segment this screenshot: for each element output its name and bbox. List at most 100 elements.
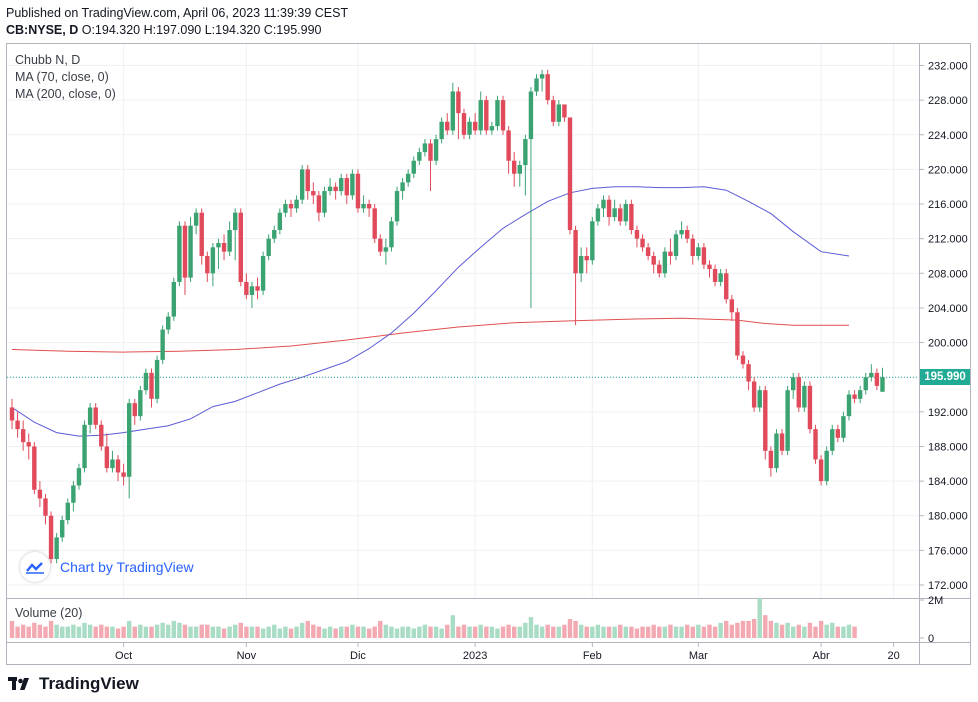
candle-body	[534, 78, 539, 92]
candle-body	[472, 121, 478, 131]
candle-body	[841, 416, 846, 438]
volume-bar	[422, 624, 428, 638]
candle-body	[813, 429, 818, 460]
candle-body	[43, 498, 48, 516]
volume-bar	[277, 628, 283, 638]
candle-body	[718, 273, 723, 282]
candle-body	[595, 208, 601, 222]
candle-body	[551, 100, 556, 122]
ma200-legend: MA (200, close, 0)	[15, 87, 116, 101]
volume-bar	[71, 624, 76, 638]
candle-body	[500, 100, 506, 131]
candle-body	[87, 407, 93, 425]
volume-bar	[378, 620, 383, 638]
volume-bar	[238, 622, 243, 638]
candle-body	[751, 381, 757, 408]
volume-bar	[623, 626, 628, 638]
price-tick-label: 220.000	[928, 164, 968, 176]
candle-body	[193, 212, 199, 226]
candle-body	[99, 424, 104, 447]
volume-bar	[154, 624, 160, 638]
volume-bar	[668, 624, 673, 638]
candle-body	[724, 273, 729, 300]
candle-body	[227, 230, 232, 252]
candle-body	[210, 247, 216, 274]
candle-body	[299, 169, 305, 200]
volume-bar	[143, 626, 149, 638]
volume-bar	[651, 624, 656, 638]
volume-bar	[32, 622, 37, 638]
candle-body	[830, 429, 835, 451]
volume-bar	[272, 624, 277, 638]
candle-body	[383, 247, 389, 252]
candle-body	[154, 359, 160, 399]
volume-bar	[539, 626, 545, 638]
volume-bar	[629, 626, 634, 638]
volume-bar	[528, 617, 534, 638]
volume-bar	[818, 620, 824, 638]
candle-body	[126, 403, 132, 477]
candle-body	[333, 186, 338, 192]
candle-body	[567, 117, 573, 231]
candles	[9, 69, 885, 564]
volume-bar	[160, 622, 165, 638]
ohlc-values: O:194.320 H:197.090 L:194.320 C:195.990	[81, 23, 322, 37]
candle-body	[662, 251, 668, 274]
tradingview-logo[interactable]: TradingView	[8, 674, 139, 694]
candle-body	[601, 199, 606, 209]
candle-body	[774, 433, 779, 469]
candle-body	[216, 242, 221, 248]
candle-body	[199, 212, 204, 256]
candle-body	[735, 312, 740, 356]
grid	[7, 44, 919, 598]
volume-bar	[20, 624, 26, 638]
volume-bar	[746, 620, 751, 638]
volume-bar	[584, 626, 589, 638]
candle-body	[640, 238, 645, 248]
candle-body	[590, 221, 595, 261]
volume-bar	[551, 626, 556, 638]
volume-bar	[428, 626, 433, 638]
volume-bar	[835, 626, 841, 638]
price-tick-label: 184.000	[928, 476, 968, 488]
candle-body	[506, 130, 511, 161]
volume-bar	[227, 626, 232, 638]
volume-bar	[316, 626, 322, 638]
volume-bar	[372, 626, 377, 638]
candle-body	[344, 178, 349, 196]
volume-bar	[411, 628, 416, 638]
volume-bar	[807, 622, 813, 638]
volume-bar	[852, 626, 857, 638]
candle-body	[327, 186, 333, 192]
time-tick-label: Nov	[237, 650, 257, 662]
candle-body	[857, 390, 863, 399]
volume-bar	[500, 626, 506, 638]
candle-body	[779, 433, 785, 451]
volume-bar	[545, 624, 550, 638]
candle-body	[657, 264, 662, 274]
candle-body	[869, 372, 874, 378]
candle-body	[277, 212, 283, 231]
volume-bar	[255, 626, 260, 638]
volume-axis: 2M 0	[919, 595, 943, 645]
candle-body	[205, 255, 210, 274]
volume-bar	[774, 622, 779, 638]
candle-body	[461, 113, 467, 135]
volume-bar	[182, 624, 188, 638]
tradingview-watermark[interactable]: Chart by TradingView	[20, 552, 194, 582]
chart-header: Published on TradingView.com, April 06, …	[6, 5, 348, 39]
volume-bar	[288, 628, 294, 638]
candle-body	[394, 191, 400, 222]
volume-bar	[846, 624, 852, 638]
candle-body	[266, 238, 271, 256]
volume-bar	[350, 624, 355, 638]
candle-body	[339, 178, 344, 192]
candle-body	[26, 442, 31, 447]
ma70-line	[11, 186, 850, 437]
candle-body	[863, 377, 868, 391]
price-tick-label: 232.000	[928, 61, 968, 73]
candle-body	[818, 459, 824, 482]
candle-body	[115, 459, 121, 473]
candle-body	[768, 450, 774, 469]
